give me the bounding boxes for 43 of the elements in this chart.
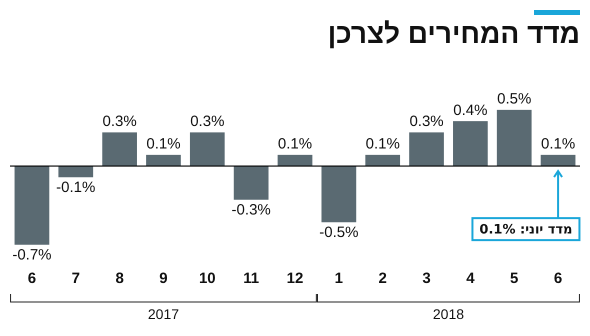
bar — [146, 154, 181, 166]
bar — [496, 110, 532, 166]
bar — [190, 132, 225, 166]
data-label: 0.5% — [497, 90, 532, 108]
x-tick-label: 6 — [554, 270, 562, 288]
data-label: 0.1% — [366, 135, 400, 152]
x-tick-label: 3 — [422, 270, 431, 288]
data-label: 0.3% — [102, 113, 137, 130]
x-tick-label: 2 — [378, 270, 387, 288]
x-tick-label: 6 — [28, 270, 36, 288]
x-tick-label: 11 — [243, 270, 260, 288]
data-label: 0.3% — [190, 113, 224, 130]
annotation: מדד יוני: 0.1% — [479, 222, 572, 238]
chart-title: מדד המחירים לצרכן — [328, 18, 580, 50]
data-label: 0.3% — [409, 113, 444, 130]
data-label: -0.7% — [12, 246, 52, 264]
bar — [365, 154, 400, 166]
bar — [321, 166, 356, 222]
text: 2018 — [432, 306, 464, 322]
data-label: -0.3% — [232, 201, 271, 218]
x-tick-label: 7 — [72, 270, 80, 288]
text: 2017 — [148, 306, 180, 322]
data-label: 0.1% — [278, 135, 312, 152]
bar — [453, 121, 488, 166]
bar — [278, 154, 312, 166]
x-tick-label: 9 — [159, 270, 168, 288]
data-label: 0.4% — [453, 102, 488, 119]
x-tick-label: 5 — [510, 270, 518, 288]
bar — [409, 132, 444, 166]
bar — [58, 166, 94, 178]
x-tick-label: 1 — [334, 270, 344, 288]
bar — [234, 166, 269, 200]
x-tick-label: 12 — [286, 270, 304, 288]
data-label: -0.5% — [319, 224, 358, 241]
data-label: -0.1% — [56, 178, 96, 196]
data-label: 0.1% — [540, 135, 576, 152]
bar — [540, 154, 576, 166]
x-tick-label: 8 — [115, 270, 124, 288]
x-tick-label: 10 — [198, 270, 216, 288]
bar — [102, 132, 137, 166]
bar — [14, 166, 50, 245]
data-label: 0.1% — [146, 135, 181, 152]
x-tick-label: 4 — [466, 270, 476, 288]
